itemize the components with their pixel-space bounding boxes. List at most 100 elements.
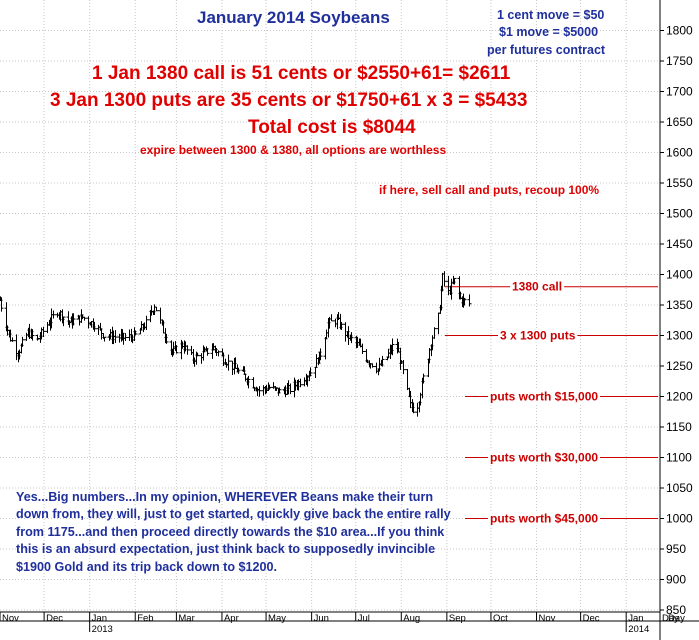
- y-tick-label: 1750: [666, 54, 693, 68]
- level-label-bg: [488, 450, 601, 465]
- y-tick-label: 950: [666, 542, 686, 556]
- x-tick-label: Nov: [2, 613, 19, 624]
- ohlc-bar: [144, 315, 149, 330]
- contract-note-dollar: $1 move = $5000: [499, 25, 599, 39]
- y-tick-label: 1000: [666, 512, 693, 526]
- x-tick-label: Oct: [493, 613, 508, 624]
- ohlc-bar: [436, 312, 441, 335]
- ohlc-bar: [226, 354, 231, 371]
- level-label-bg: [488, 511, 601, 526]
- ohlc-bar: [401, 359, 406, 375]
- expiry-note: expire between 1300 & 1380, all options …: [140, 143, 447, 157]
- y-tick-label: 850: [666, 603, 686, 617]
- level-label: puts worth $45,000: [490, 512, 598, 526]
- ohlc-bar: [452, 277, 457, 285]
- ohlc-bar: [30, 329, 35, 341]
- x-tick-label: Aug: [403, 613, 420, 624]
- ohlc-bar: [411, 402, 416, 414]
- ohlc-bar: [288, 383, 293, 395]
- ohlc-bar: [154, 306, 159, 312]
- ohlc-bar: [251, 377, 256, 389]
- total-cost-line: Total cost is $8044: [248, 117, 416, 138]
- x-tick-label-day: Day: [668, 613, 685, 624]
- x-tick-label: Dec: [583, 613, 600, 624]
- ohlc-bar: [374, 362, 379, 374]
- ohlc-bar: [41, 326, 46, 337]
- ohlc-bar: [236, 367, 241, 374]
- ohlc-bar: [205, 348, 210, 356]
- ohlc-bar: [432, 327, 437, 339]
- chart-title: January 2014 Soybeans: [197, 8, 390, 27]
- x-tick-label: Feb: [137, 613, 153, 624]
- ohlc-bar: [405, 369, 410, 391]
- x-tick-label: Jun: [314, 613, 329, 624]
- x-tick-label: Jul: [358, 613, 370, 624]
- ohlc-bar: [302, 377, 307, 387]
- x-tick-label: Mar: [178, 613, 194, 624]
- ohlc-bar: [195, 352, 200, 357]
- level-label-bg: [498, 328, 578, 343]
- y-tick-label: 1050: [666, 481, 693, 495]
- y-tick-label: 1800: [666, 24, 693, 38]
- ohlc-bar: [261, 385, 266, 396]
- contract-note-per-contract: per futures contract: [487, 43, 606, 57]
- y-tick-label: 1200: [666, 390, 693, 404]
- commentary-text: Yes...Big numbers...In my opinion, WHERE…: [16, 490, 451, 574]
- ohlc-bar: [71, 313, 76, 326]
- ohlc-bar: [113, 330, 118, 344]
- y-tick-label: 1300: [666, 329, 693, 343]
- ohlc-bar: [442, 271, 447, 287]
- x-tick-label: May: [268, 613, 286, 624]
- y-tick-label: 1450: [666, 237, 693, 251]
- ohlc-bar: [329, 314, 334, 322]
- ohlc-bar: [20, 336, 25, 347]
- ohlc-bar: [313, 366, 318, 378]
- level-label: puts worth $30,000: [490, 451, 598, 465]
- ohlc-bar: [314, 354, 319, 368]
- ohlc-bar: [267, 384, 272, 390]
- y-tick-label: 1250: [666, 359, 693, 373]
- ohlc-bar: [133, 330, 138, 336]
- recoup-note: if here, sell call and puts, recoup 100%: [379, 183, 600, 197]
- ohlc-bar: [323, 337, 328, 360]
- ohlc-bar: [51, 310, 56, 319]
- y-tick-label: 1350: [666, 298, 693, 312]
- x-tick-label: Apr: [224, 613, 239, 624]
- ohlc-bar: [82, 316, 87, 321]
- ohlc-bar: [349, 332, 354, 344]
- ohlc-bar: [380, 355, 385, 367]
- x-tick-label: Sep: [449, 613, 466, 624]
- chart-grid: [0, 0, 660, 611]
- ohlc-bar: [421, 373, 426, 384]
- ohlc-bar: [24, 332, 29, 341]
- x-tick-label: Dec: [46, 613, 63, 624]
- y-tick-label: 1150: [666, 420, 692, 434]
- x-tick-label: Nov: [539, 613, 556, 624]
- ohlc-bar: [45, 321, 50, 334]
- ohlc-bar: [370, 363, 375, 368]
- year-label: 2014: [628, 624, 649, 635]
- y-tick-label: 1700: [666, 85, 693, 99]
- year-label: 2013: [92, 624, 113, 635]
- y-tick-label: 1100: [666, 451, 692, 465]
- level-label: 3 x 1300 puts: [500, 329, 576, 343]
- level-label: 1380 call: [512, 280, 562, 294]
- x-tick-label: Day: [662, 613, 679, 624]
- ohlc-bar: [102, 336, 107, 342]
- ohlc-bar: [243, 373, 248, 382]
- ohlc-bar: [277, 387, 282, 394]
- price-bars: [0, 271, 472, 417]
- ohlc-bar: [398, 347, 403, 370]
- ohlc-bar: [216, 350, 221, 357]
- ohlc-bar: [360, 343, 365, 354]
- y-tick-label: 1650: [666, 115, 693, 129]
- ohlc-bar: [123, 333, 128, 341]
- ohlc-bar: [333, 318, 338, 328]
- y-tick-label: 1500: [666, 207, 693, 221]
- ohlc-bar: [308, 367, 313, 377]
- contract-note-cent: 1 cent move = $50: [497, 8, 605, 22]
- x-tick-label: Jan: [92, 613, 107, 624]
- puts-cost-line: 3 Jan 1300 puts are 35 cents or $1750+61…: [50, 90, 528, 111]
- ohlc-bar: [257, 386, 262, 397]
